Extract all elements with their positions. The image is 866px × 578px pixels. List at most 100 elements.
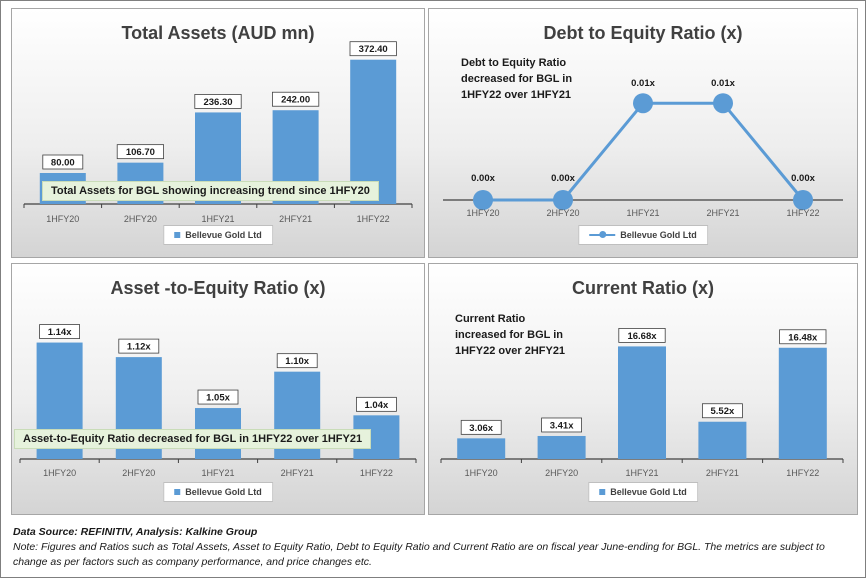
x-tick-label: 2HFY20 (122, 468, 155, 478)
data-label-text: 106.70 (126, 147, 155, 158)
data-label-box (618, 328, 666, 343)
total-assets-chart: 80.00 106.70 236.30 242.00 372.40 1HFY20 2HFY2… (11, 8, 425, 258)
data-label: 1.12x (118, 338, 160, 354)
x-tick-label: 1HFY20 (46, 214, 79, 224)
x-tick-label: 2HFY20 (545, 468, 578, 478)
legend-swatch (599, 489, 606, 495)
data-label: 80.00 (42, 154, 84, 170)
data-label: 3.41x (541, 417, 582, 433)
debt-to-equity-chart: 0.00x 0.00x 0.01x 0.01x 0.00x 1HFY20 2HFY20 1HF… (428, 8, 858, 258)
total-assets-plot: 80.00 106.70 236.30 242.00 372.40 1HFY20 2HFY2… (23, 41, 413, 224)
bar (778, 347, 827, 459)
data-label-text: 1.05x (206, 393, 230, 404)
chart-annotation: Current Ratio increased for BGL in 1HFY2… (455, 313, 566, 357)
legend-label: Bellevue Gold Ltd (185, 487, 262, 497)
x-tick-label: 1HFY21 (201, 468, 234, 478)
data-label-box (276, 353, 318, 369)
data-label-box (460, 419, 502, 435)
chart-legend: Bellevue Gold Ltd (163, 482, 273, 502)
data-label-text: 1.10x (285, 356, 309, 367)
legend-swatch (589, 231, 616, 238)
x-tick-label: 2HFY21 (281, 468, 314, 478)
data-point (553, 190, 573, 210)
chart-title: Total Assets (AUD mn) (121, 23, 315, 43)
data-label: 236.30 (194, 94, 242, 109)
data-label-text: 1.12x (127, 342, 151, 353)
data-label-text: 242.00 (281, 95, 310, 106)
x-tick-label: 1HFY20 (466, 208, 499, 218)
data-label: 0.01x (631, 78, 655, 89)
data-label-text: 3.06x (469, 423, 493, 434)
legend-label: Bellevue Gold Ltd (185, 230, 262, 240)
data-point (633, 93, 653, 114)
data-label-box (194, 94, 242, 109)
chart-annotation: Asset-to-Equity Ratio decreased for BGL … (14, 429, 372, 449)
x-tick-label: 1HFY22 (360, 468, 393, 478)
current-ratio-chart: 3.06x 3.41x 16.68x 5.52x 16.48x 1HFY20 2HFY20 1… (428, 263, 858, 515)
data-label-box (779, 329, 827, 345)
chart-legend: Bellevue Gold Ltd (588, 482, 698, 502)
x-tick-label: 1HFY21 (201, 214, 234, 224)
chart-title: Current Ratio (x) (571, 278, 714, 298)
data-label-text: 372.40 (359, 44, 388, 55)
data-label-text: 80.00 (51, 158, 75, 169)
chart-annotation: Total Assets for BGL showing increasing … (42, 181, 379, 201)
data-label: 242.00 (271, 91, 320, 107)
data-label: 16.68x (618, 328, 666, 343)
x-tick-label: 1HFY20 (465, 468, 498, 478)
data-label: 3.06x (460, 419, 502, 435)
bar (537, 435, 586, 459)
data-label: 0.00x (471, 173, 495, 184)
data-label: 1.05x (197, 389, 239, 405)
footer-notes: Data Source: REFINITIV, Analysis: Kalkin… (13, 525, 858, 570)
data-label-box (42, 154, 84, 170)
data-label-text: 16.48x (788, 332, 818, 343)
data-label-box (197, 389, 239, 405)
data-label-box (701, 403, 743, 419)
x-tick-label: 1HFY21 (625, 468, 658, 478)
bar (618, 346, 666, 459)
chart-title: Asset -to-Equity Ratio (x) (110, 278, 326, 298)
data-source: Data Source: REFINITIV, Analysis: Kalkin… (13, 526, 258, 538)
data-label: 106.70 (116, 144, 164, 160)
data-label: 0.00x (551, 173, 575, 184)
data-label-text: 1.14x (48, 327, 72, 338)
data-point (473, 190, 493, 210)
x-tick-label: 2HFY21 (706, 208, 739, 218)
data-label: 0.01x (711, 78, 735, 89)
data-label: 16.48x (779, 329, 827, 345)
data-label: 0.00x (791, 173, 815, 184)
x-tick-label: 2HFY21 (706, 468, 739, 478)
data-label-box (118, 338, 160, 354)
current-ratio-plot: 3.06x 3.41x 16.68x 5.52x 16.48x 1HFY20 2HFY20 1… (440, 328, 844, 478)
x-tick-label: 1HFY22 (357, 214, 390, 224)
chart-legend: Bellevue Gold Ltd (163, 225, 273, 245)
data-label: 1.14x (39, 324, 81, 339)
legend-swatch (174, 489, 181, 495)
data-label: 372.40 (349, 41, 397, 57)
data-label: 1.10x (276, 353, 318, 369)
x-tick-label: 2HFY20 (546, 208, 579, 218)
data-label-text: 1.04x (365, 400, 389, 411)
x-tick-label: 1HFY20 (43, 468, 76, 478)
legend-label: Bellevue Gold Ltd (620, 230, 697, 240)
data-label-text: 16.68x (627, 331, 657, 342)
x-tick-label: 1HFY22 (786, 208, 819, 218)
series-line (483, 101, 805, 202)
legend-swatch (174, 232, 181, 238)
data-label: 1.04x (355, 396, 397, 412)
data-label: 5.52x (701, 403, 743, 419)
data-label-box (355, 396, 397, 412)
x-tick-label: 1HFY21 (626, 208, 659, 218)
data-label-text: 3.41x (550, 420, 574, 431)
chart-legend: Bellevue Gold Ltd (578, 225, 708, 245)
data-label-box (271, 91, 320, 107)
data-label-box (116, 144, 164, 160)
data-label-box (349, 41, 397, 57)
debt-to-equity-plot: 0.00x 0.00x 0.01x 0.01x 0.00x 1HFY20 2HFY20 1HF… (443, 78, 843, 218)
chart-title: Debt to Equity Ratio (x) (543, 23, 743, 43)
asset-to-equity-chart: 1.14x 1.12x 1.05x 1.10x 1.04x 1HFY20 2HFY20 1HF… (11, 263, 425, 515)
data-label-text: 236.30 (203, 97, 232, 108)
data-point (793, 190, 813, 210)
